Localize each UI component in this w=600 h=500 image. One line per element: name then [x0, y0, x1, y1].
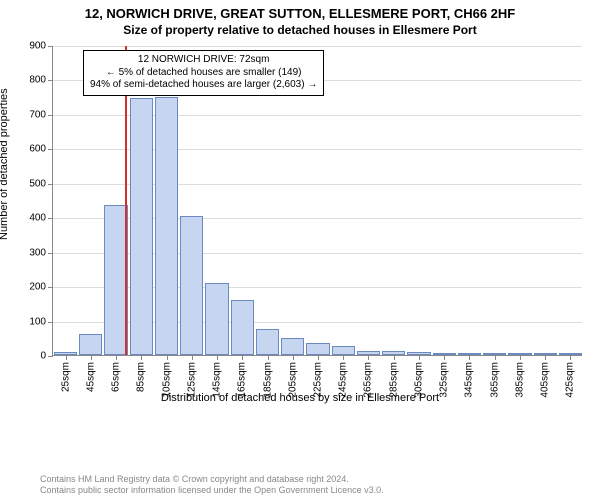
x-tick	[318, 355, 319, 360]
x-tick	[419, 355, 420, 360]
x-tick-label: 25sqm	[60, 362, 71, 392]
x-tick	[167, 355, 168, 360]
x-axis-label: Distribution of detached houses by size …	[0, 392, 600, 404]
chart-container: Number of detached properties 0100200300…	[0, 40, 600, 440]
footer-line1: Contains HM Land Registry data © Crown c…	[40, 474, 384, 485]
y-tick-label: 900	[29, 41, 53, 52]
y-tick-label: 200	[29, 282, 53, 293]
x-tick	[545, 355, 546, 360]
y-tick-label: 300	[29, 247, 53, 258]
x-tick	[570, 355, 571, 360]
x-tick-label: 45sqm	[85, 362, 96, 392]
bar	[256, 329, 279, 355]
bar	[79, 334, 102, 355]
x-tick	[141, 355, 142, 360]
bar	[231, 300, 254, 355]
x-tick	[192, 355, 193, 360]
bar	[155, 97, 178, 355]
y-tick-label: 400	[29, 213, 53, 224]
x-tick	[469, 355, 470, 360]
y-tick-label: 100	[29, 316, 53, 327]
grid-line	[53, 46, 582, 47]
page-title: 12, NORWICH DRIVE, GREAT SUTTON, ELLESME…	[0, 0, 600, 21]
footer: Contains HM Land Registry data © Crown c…	[40, 474, 384, 496]
x-tick-label: 85sqm	[136, 362, 147, 392]
bar	[281, 338, 304, 355]
bar	[180, 216, 203, 356]
x-tick	[66, 355, 67, 360]
plot-area: 010020030040050060070080090025sqm45sqm65…	[52, 46, 582, 356]
y-tick-label: 700	[29, 109, 53, 120]
x-tick	[268, 355, 269, 360]
y-tick-label: 500	[29, 178, 53, 189]
x-tick	[116, 355, 117, 360]
page-subtitle: Size of property relative to detached ho…	[0, 21, 600, 37]
x-tick	[293, 355, 294, 360]
y-tick-label: 600	[29, 144, 53, 155]
info-box: 12 NORWICH DRIVE: 72sqm ← 5% of detached…	[83, 50, 324, 96]
bar	[306, 343, 329, 355]
x-tick	[217, 355, 218, 360]
infobox-line1: 12 NORWICH DRIVE: 72sqm	[90, 54, 317, 67]
y-axis-label: Number of detached properties	[0, 88, 10, 240]
infobox-line2: ← 5% of detached houses are smaller (149…	[90, 67, 317, 80]
x-tick-label: 65sqm	[111, 362, 122, 392]
x-tick	[242, 355, 243, 360]
y-tick-label: 0	[40, 351, 53, 362]
y-tick-label: 800	[29, 75, 53, 86]
bar	[205, 283, 228, 355]
x-tick	[343, 355, 344, 360]
bar	[332, 346, 355, 355]
x-tick	[444, 355, 445, 360]
footer-line2: Contains public sector information licen…	[40, 485, 384, 496]
infobox-line3: 94% of semi-detached houses are larger (…	[90, 79, 317, 92]
x-tick	[368, 355, 369, 360]
x-tick	[91, 355, 92, 360]
x-tick	[520, 355, 521, 360]
bar	[130, 98, 153, 355]
x-tick	[495, 355, 496, 360]
x-tick	[394, 355, 395, 360]
